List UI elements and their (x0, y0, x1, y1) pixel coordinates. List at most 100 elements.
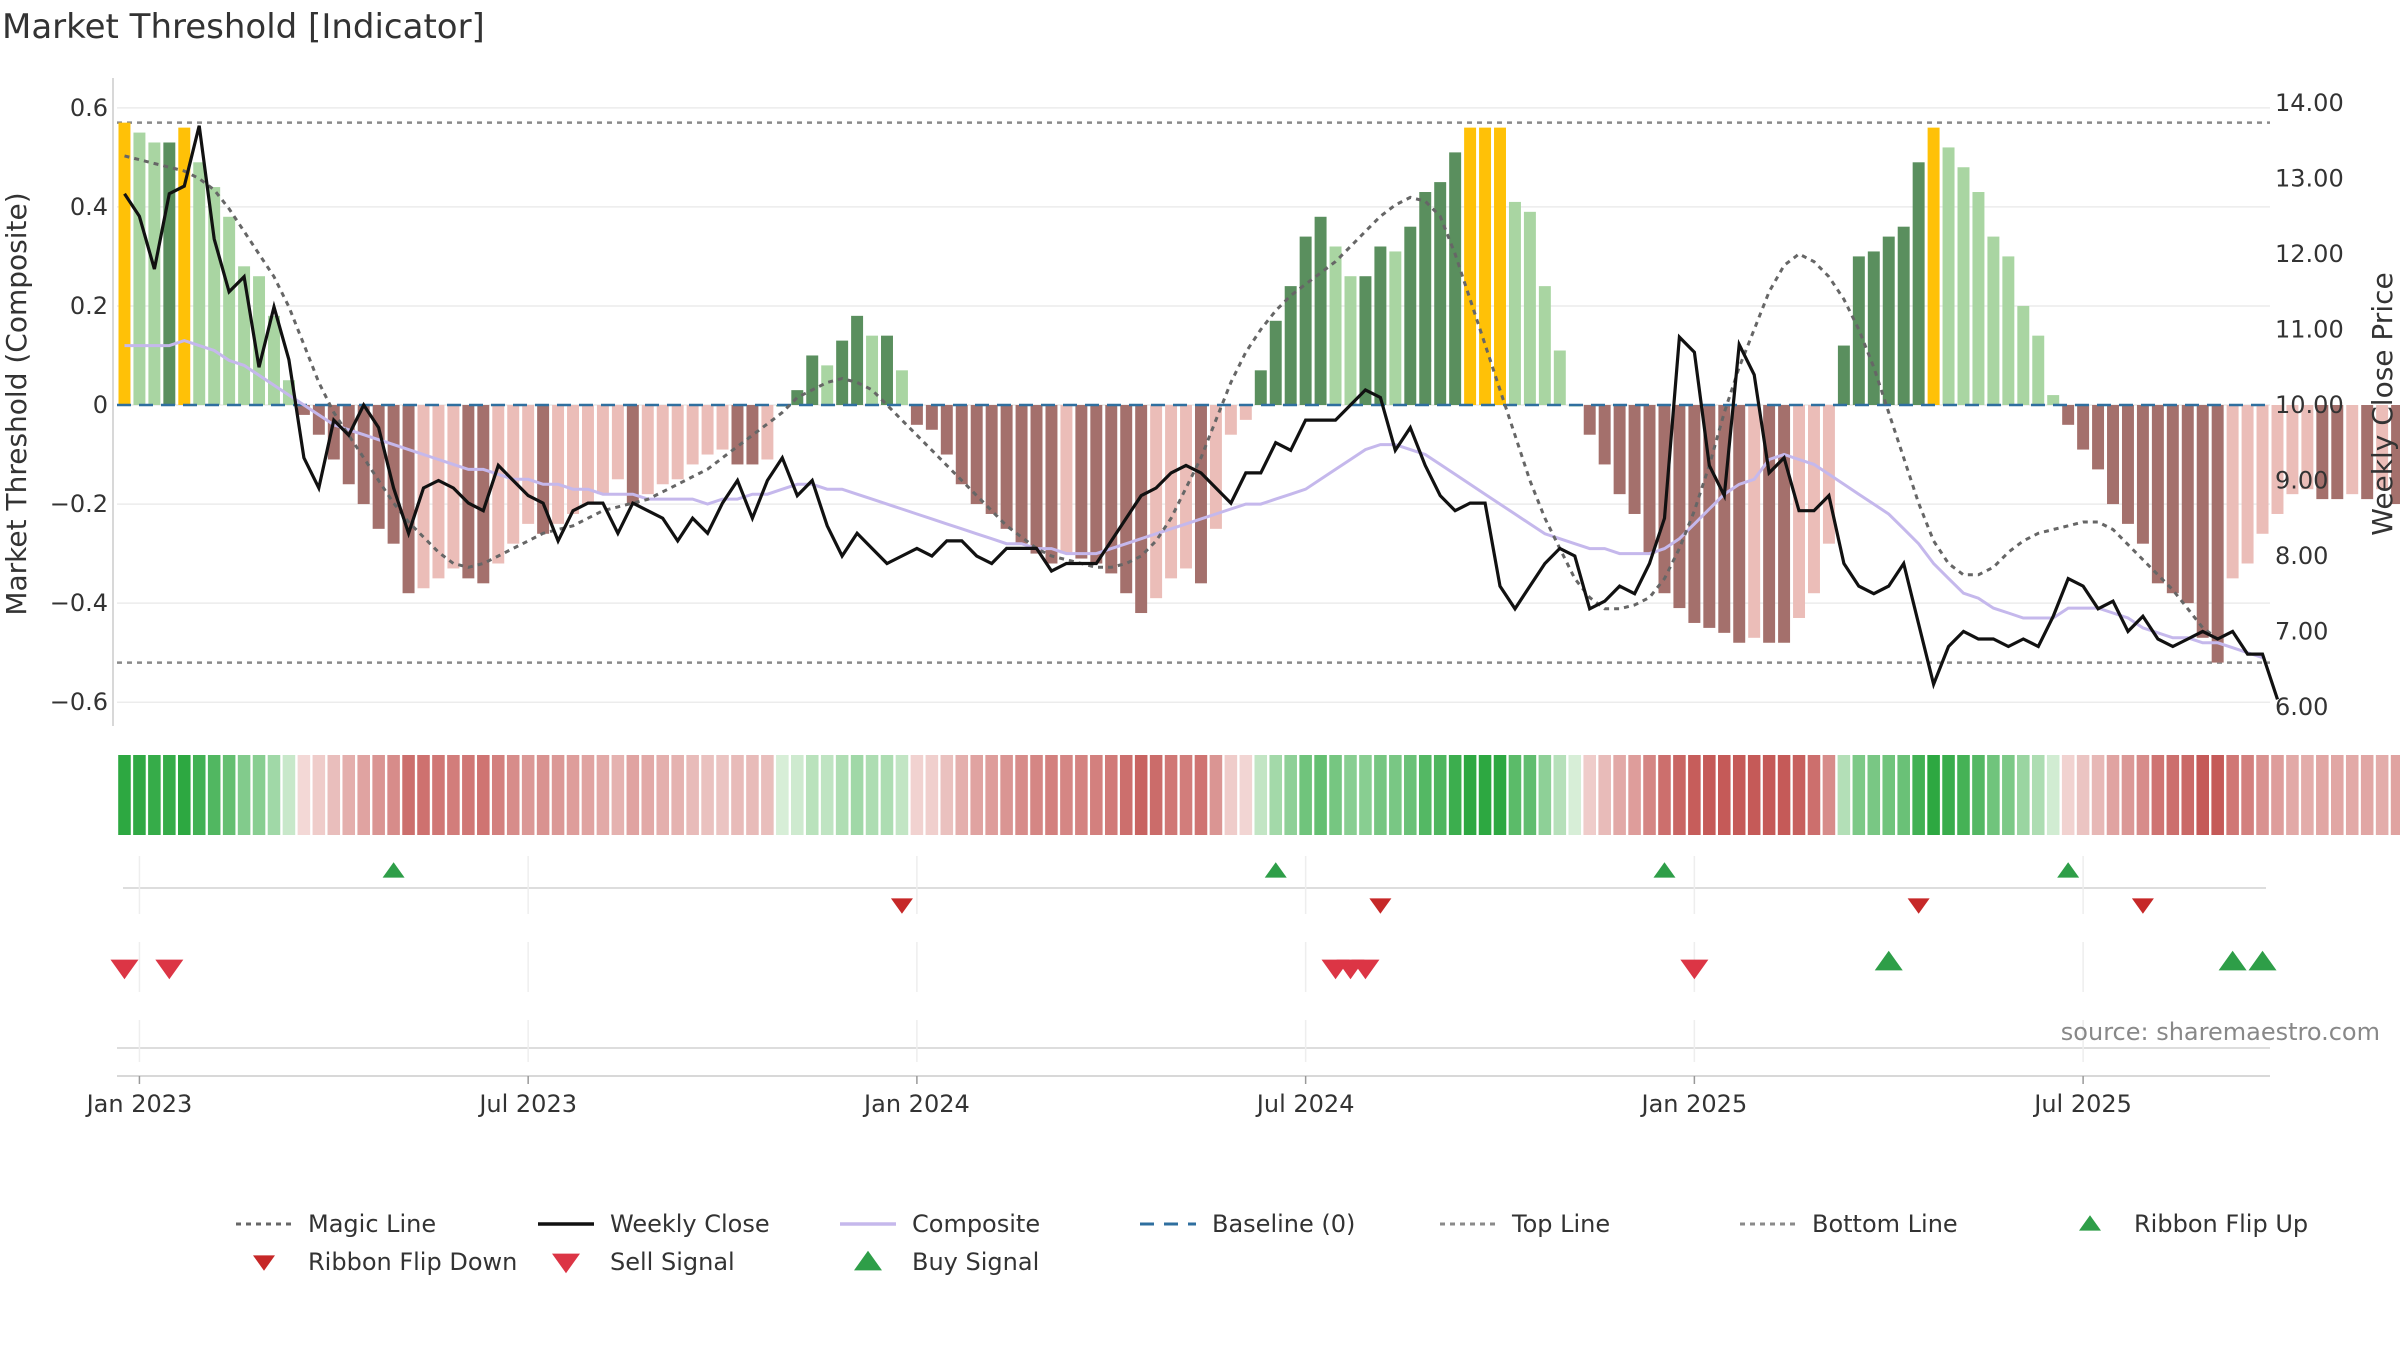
composite-bar (985, 405, 998, 514)
ribbon-cell (925, 755, 939, 835)
composite-bar (1613, 405, 1626, 495)
composite-bar (1030, 405, 1043, 554)
ribbon-cell (1972, 755, 1985, 835)
left-tick-label: −0.6 (50, 688, 108, 716)
ribbon-cell (746, 755, 759, 835)
composite-bar (2301, 405, 2314, 490)
ribbon-cell (1658, 755, 1671, 835)
ribbon-cell (2151, 755, 2165, 835)
composite-bar (656, 405, 669, 485)
ribbon-cell (2316, 755, 2329, 835)
composite-bar (1015, 405, 1028, 544)
composite-bar (2032, 335, 2045, 405)
composite-bar (716, 405, 729, 450)
composite-bar (821, 365, 834, 405)
composite-bar (1598, 405, 1611, 465)
ribbon-cell (2286, 755, 2299, 835)
composite-bar (2391, 405, 2400, 505)
composite-bar (1105, 405, 1118, 574)
composite-bar (1419, 192, 1432, 405)
composite-bar (1374, 246, 1387, 405)
composite-bar (1852, 256, 1865, 405)
composite-bar (2017, 305, 2030, 405)
composite-bar (671, 405, 684, 480)
composite-bar (2376, 405, 2389, 490)
ribbon-cell (237, 755, 251, 835)
composite-bar (1957, 167, 1970, 405)
ribbon-cell (1000, 755, 1013, 835)
ribbon-cell (776, 755, 789, 835)
composite-bar (1075, 405, 1088, 559)
ribbon-cell (1194, 755, 1208, 835)
composite-bar (955, 405, 968, 485)
ribbon-cell (2046, 755, 2060, 835)
ribbon-cell (1583, 755, 1596, 835)
ribbon-cell (2360, 755, 2374, 835)
ribbon-cell (820, 755, 834, 835)
composite-bar (1972, 192, 1985, 405)
composite-bar (163, 142, 176, 405)
composite-bar (2136, 405, 2149, 544)
composite-bar (507, 405, 520, 544)
ribbon-cell (1030, 755, 1043, 835)
composite-bar (1344, 276, 1357, 405)
right-tick-label: 7.00 (2275, 617, 2328, 645)
composite-bar (2047, 395, 2060, 405)
ribbon-cell (417, 755, 430, 835)
composite-bar (2271, 405, 2284, 514)
ribbon-cell (1912, 755, 1925, 835)
composite-bar (2331, 405, 2344, 500)
ribbon-cell (641, 755, 655, 835)
ribbon-cell (372, 755, 385, 835)
right-tick-label: 10.00 (2275, 391, 2344, 419)
right-tick-label: 13.00 (2275, 165, 2344, 193)
ribbon-cell (1777, 755, 1791, 835)
ribbon-flip-up-marker (1653, 862, 1676, 878)
ribbon-cell (1374, 755, 1387, 835)
ribbon-cell (701, 755, 714, 835)
ribbon-cell (1359, 755, 1372, 835)
ribbon-cell (731, 755, 744, 835)
buy-signal-marker (2218, 950, 2247, 971)
composite-bar (2226, 405, 2239, 579)
ribbon-cell (327, 755, 341, 835)
ribbon-cell (716, 755, 729, 835)
ribbon-cell (581, 755, 595, 835)
legend-swatch (854, 1250, 882, 1271)
ribbon-cell (491, 755, 505, 835)
axes: 0.6 0.4 0.2 0 −0.2 −0.4 −0.6 14.00 13.00 12.00 11.… (50, 78, 2344, 726)
composite-bar (2256, 405, 2269, 534)
composite-bar (1748, 405, 1761, 638)
composite-bar (357, 405, 370, 505)
composite-bar (1045, 405, 1058, 564)
ribbon-cell (596, 755, 610, 835)
legend-label: Sell Signal (610, 1248, 735, 1276)
x-tick-label: Jan 2023 (85, 1090, 193, 1118)
ribbon-cell (1493, 755, 1507, 835)
legend-label: Weekly Close (610, 1210, 770, 1238)
composite-bar (1583, 405, 1596, 435)
ribbon-cell (970, 755, 983, 835)
ribbon-cell (791, 755, 804, 835)
composite-bar (1254, 370, 1267, 405)
composite-bar (492, 405, 505, 564)
composite-bar (686, 405, 699, 465)
ribbon-cell (222, 755, 236, 835)
ribbon-cell (1957, 755, 1970, 835)
composite-bar (746, 405, 759, 465)
composite-bar (537, 405, 550, 534)
ribbon-cell (1134, 755, 1148, 835)
ribbon-flip-down-marker (2131, 898, 2154, 914)
composite-bar (2361, 405, 2374, 500)
ribbon-cell (2091, 755, 2105, 835)
ribbon-cell (312, 755, 326, 835)
composite-bar (1942, 147, 1955, 405)
composite-bar (268, 315, 280, 405)
sell-signal-marker (110, 959, 139, 980)
composite-bar (1508, 201, 1521, 405)
composite-bar (1180, 405, 1193, 569)
ribbon-cell (1104, 755, 1118, 835)
composite-bar (432, 405, 445, 579)
composite-bar (522, 405, 535, 524)
composite-bar (2211, 405, 2224, 663)
